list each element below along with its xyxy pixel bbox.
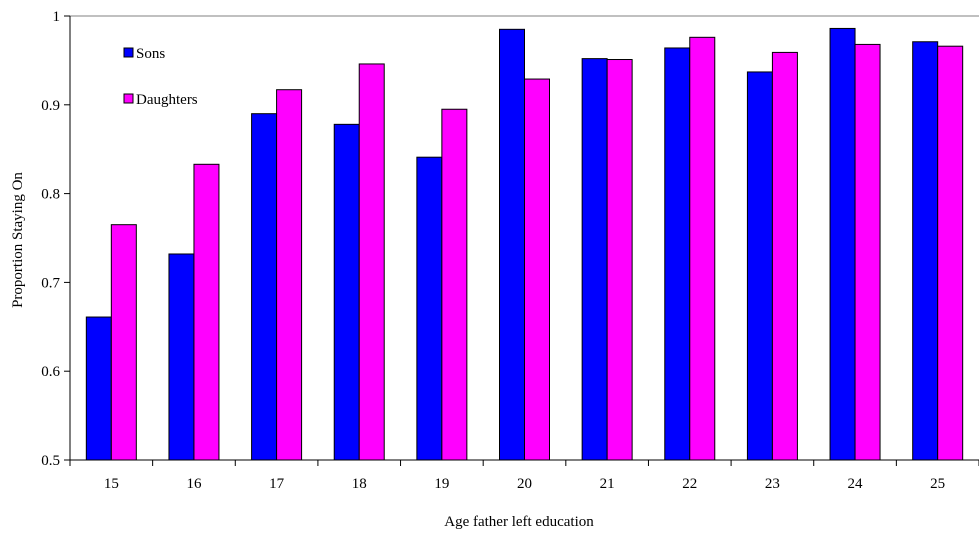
bar-sons-21: [581, 58, 608, 461]
x-tick-label: 17: [269, 476, 285, 492]
bar-daughters-15: [110, 224, 137, 461]
x-tick-label: 25: [930, 476, 945, 492]
x-tick-label: 24: [848, 476, 864, 492]
x-tick-label: 20: [517, 476, 532, 492]
bar-sons-25: [912, 41, 939, 461]
y-tick-label: 0.5: [41, 453, 60, 469]
x-tick-label: 16: [186, 476, 202, 492]
x-tick-label: 15: [104, 476, 119, 492]
y-tick-label: 0.7: [41, 275, 60, 291]
bar-sons-18: [333, 123, 360, 461]
bar-daughters-18: [358, 63, 385, 461]
bar-sons-22: [664, 47, 691, 461]
bar-daughters-17: [276, 89, 303, 461]
legend-swatch-daughters: [123, 93, 134, 104]
legend-label-sons: Sons: [136, 46, 165, 62]
bar-sons-20: [499, 28, 525, 461]
x-tick-label: 21: [600, 476, 615, 492]
bar-daughters-24: [854, 43, 881, 461]
bar-daughters-16: [193, 163, 220, 461]
x-tick-label: 18: [352, 476, 367, 492]
bar-daughters-22: [689, 36, 716, 461]
legend: Sons Daughters: [123, 46, 198, 108]
x-tick-label: 22: [682, 476, 697, 492]
y-axis-title: Proportion Staying On: [10, 172, 26, 308]
y-tick-label: 0.8: [41, 187, 60, 203]
x-tick-label: 19: [434, 476, 449, 492]
bar-sons-19: [416, 156, 443, 461]
x-axis-title: Age father left education: [444, 514, 594, 530]
tick-labels: 0.5 0.6 0.7 0.8 0.9 1 15 16 17 18 19 20 21 22 23 24 25: [41, 9, 945, 492]
bars: [85, 27, 964, 461]
bar-sons-16: [168, 253, 195, 461]
y-tick-label: 1: [53, 9, 61, 25]
bar-sons-15: [85, 316, 112, 461]
bar-daughters-19: [441, 108, 468, 461]
bar-sons-17: [251, 113, 278, 461]
y-tick-label: 0.9: [41, 98, 60, 114]
legend-swatch-sons: [123, 47, 134, 58]
bar-daughters-25: [937, 45, 964, 461]
legend-label-daughters: Daughters: [136, 92, 198, 108]
bar-sons-24: [829, 27, 856, 461]
bar-daughters-23: [771, 51, 798, 461]
bar-daughters-20: [524, 78, 550, 461]
bar-daughters-21: [606, 59, 633, 461]
y-tick-label: 0.6: [41, 364, 60, 380]
x-tick-label: 23: [765, 476, 780, 492]
bar-sons-23: [746, 71, 773, 461]
